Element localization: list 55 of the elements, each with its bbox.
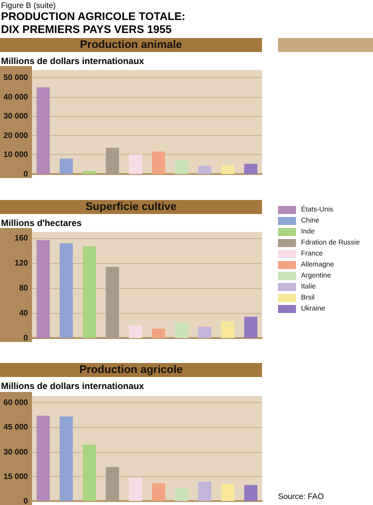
bar (60, 416, 73, 501)
y-tick-label: 0 (24, 496, 29, 505)
y-tick-label: 40 000 (4, 92, 29, 102)
bar (221, 484, 234, 501)
text: Figure B (suite) (1, 1, 56, 10)
bar (106, 266, 119, 338)
bar (106, 467, 119, 501)
bar (36, 416, 50, 501)
bar (175, 323, 188, 338)
y-tick-label: 20 000 (4, 130, 29, 140)
bar (175, 488, 188, 501)
bar (82, 171, 96, 174)
y-tick-label: 60 000 (4, 398, 29, 408)
y-tick-label: 45 000 (4, 422, 29, 432)
chart-title: Superficie cultive (0, 200, 262, 214)
bar (221, 321, 234, 338)
y-tick-label: 0 (24, 170, 29, 178)
text: PRODUCTION AGRICOLE TOTALE: DIX PREMIERS PAYS VERS 1955 (1, 11, 186, 37)
y-tick-label: 160 (14, 234, 29, 243)
bar (221, 165, 234, 174)
bar (82, 246, 96, 338)
bar (36, 240, 50, 338)
bar (198, 166, 212, 174)
bar (152, 328, 166, 338)
y-tick-label: 0 (24, 334, 29, 342)
y-axis-title: Millions de dollars internationaux (1, 56, 144, 66)
y-tick-label: 30 000 (4, 447, 29, 456)
chart-title: Production animale (0, 38, 262, 52)
bar (60, 158, 73, 174)
bar (128, 326, 142, 338)
bar (60, 243, 73, 338)
y-tick-label: 30 000 (4, 112, 29, 121)
y-axis-title: Millions d'hectares (1, 218, 82, 228)
bar (106, 148, 119, 174)
y-tick-label: 15 000 (4, 472, 29, 481)
bar (175, 160, 188, 174)
bar (198, 326, 212, 338)
bar (244, 164, 258, 174)
bar (128, 154, 142, 174)
y-tick-label: 40 (19, 308, 29, 318)
bar (152, 151, 166, 174)
y-tick-label: 120 (14, 258, 29, 268)
chart-title: Production agricole (0, 363, 262, 377)
bar (244, 485, 258, 501)
source-note: Source: FAO (278, 492, 324, 501)
bar (36, 87, 50, 174)
bar (198, 482, 212, 501)
y-axis-title: Millions de dollars internationaux (1, 381, 144, 391)
bar (244, 316, 258, 338)
bar (82, 444, 96, 501)
y-tick-label: 80 (19, 284, 29, 293)
bar (152, 483, 166, 501)
y-tick-label: 50 000 (4, 73, 29, 82)
bar (128, 478, 142, 501)
y-tick-label: 10 000 (4, 150, 29, 160)
